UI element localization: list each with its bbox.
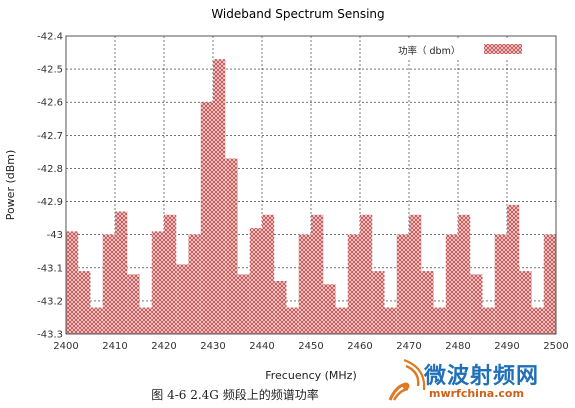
bar-series	[66, 59, 556, 335]
x-tick-label: 2410	[102, 341, 127, 352]
bar	[543, 234, 556, 334]
bar	[115, 211, 128, 334]
x-axis-label: Frecuency (MHz)	[265, 369, 357, 382]
y-tick-label: -43	[47, 230, 63, 241]
bar	[274, 281, 287, 334]
x-tick-label: 2420	[151, 341, 176, 352]
y-tick-label: -42.9	[37, 197, 63, 208]
watermark-cn-text: 微波射频网	[424, 364, 540, 389]
bar	[176, 264, 189, 334]
y-tick-label: -42.7	[37, 131, 63, 142]
bar	[164, 214, 177, 334]
legend-label: 功率（ dbm）	[398, 45, 460, 57]
x-tick-label: 2470	[396, 341, 421, 352]
plot-frame	[65, 35, 557, 335]
bar	[347, 234, 360, 334]
y-tick-label: -42.6	[37, 98, 63, 109]
bar	[470, 274, 483, 334]
legend: 功率（ dbm）	[386, 40, 550, 60]
watermark-logo: 微波射频网 mwrfchina.com	[384, 356, 572, 406]
x-tick-label: 2500	[543, 341, 568, 352]
y-tick-label: -42.4	[37, 32, 63, 43]
x-tick-label: 2400	[53, 341, 78, 352]
x-tick-label: 2460	[347, 341, 372, 352]
legend-swatch	[484, 44, 522, 54]
x-tick-label: 2490	[494, 341, 519, 352]
bar	[323, 284, 336, 334]
bar	[102, 234, 115, 334]
chart-title: Wideband Spectrum Sensing	[211, 7, 384, 21]
bar	[66, 231, 79, 334]
bar	[335, 307, 348, 334]
bar	[298, 234, 311, 334]
bar	[286, 307, 299, 334]
y-tick-label: -43.3	[37, 330, 63, 341]
bar	[482, 307, 495, 334]
bar	[494, 234, 507, 334]
x-tick-label: 2480	[445, 341, 470, 352]
bar	[507, 204, 520, 334]
bar	[188, 234, 201, 334]
bar	[396, 234, 409, 334]
y-tick-label: -42.8	[37, 164, 63, 175]
bar	[151, 231, 164, 334]
bar	[531, 307, 544, 334]
bar	[139, 307, 152, 334]
bar	[519, 271, 532, 334]
y-tick-labels: -42.4 -42.5 -42.6 -42.7 -42.8 -42.9 -43 -43.1 -4…	[37, 32, 63, 341]
bar	[249, 228, 262, 334]
bar	[458, 214, 471, 334]
y-tick-label: -43.1	[37, 263, 63, 274]
x-tick-labels: 2400 2410 2420 2430 2440 2450 2460 2470 2480 2490…	[53, 341, 568, 352]
bar	[360, 214, 373, 334]
bar	[78, 271, 91, 334]
x-tick-label: 2430	[200, 341, 225, 352]
watermark-en-text: mwrfchina.com	[429, 387, 524, 400]
y-tick-label: -42.5	[37, 65, 63, 76]
bar	[445, 234, 458, 334]
bar	[237, 274, 250, 334]
bar	[433, 307, 446, 334]
bar	[384, 307, 397, 334]
bar	[421, 271, 434, 334]
bar	[200, 102, 213, 334]
bar	[225, 158, 238, 334]
y-tick-label: -43.2	[37, 296, 63, 307]
bar	[311, 214, 324, 334]
x-tick-label: 2440	[249, 341, 274, 352]
bar	[213, 59, 226, 335]
bar	[372, 271, 385, 334]
bar	[409, 214, 422, 334]
bar	[262, 214, 275, 334]
bar	[90, 307, 103, 334]
figure-caption: 图 4-6 2.4G 频段上的频谱功率	[151, 388, 319, 402]
y-axis-label: Power (dBm)	[4, 150, 17, 221]
antenna-logo-icon	[388, 358, 426, 401]
bar	[127, 274, 140, 334]
x-tick-label: 2450	[298, 341, 323, 352]
